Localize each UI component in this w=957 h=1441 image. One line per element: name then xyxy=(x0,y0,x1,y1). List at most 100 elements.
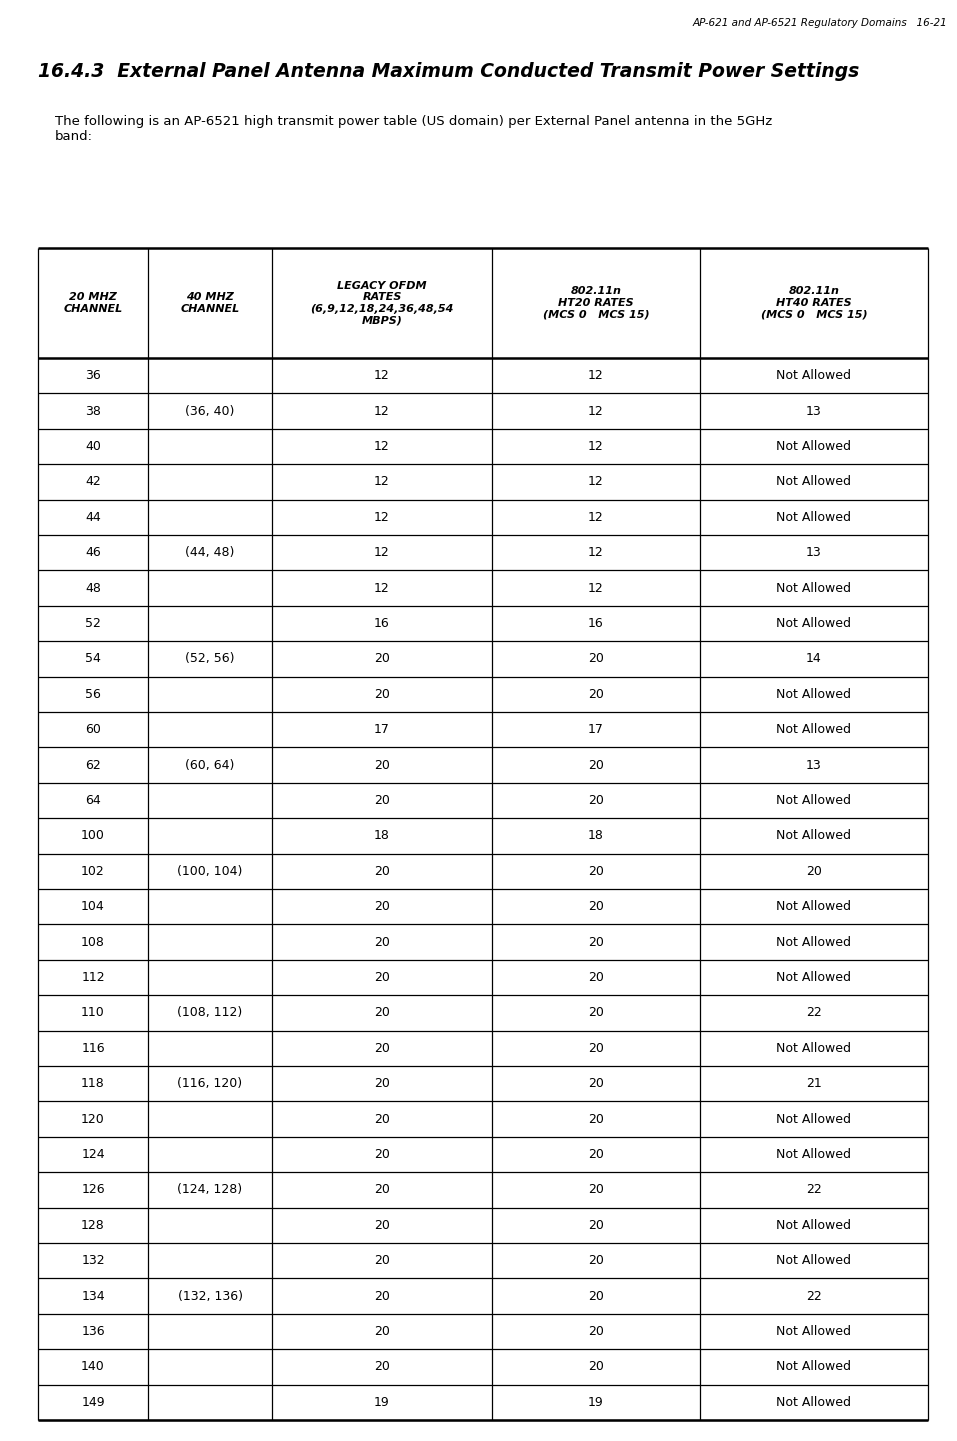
Text: Not Allowed: Not Allowed xyxy=(776,1326,852,1339)
Text: 12: 12 xyxy=(589,369,604,382)
Text: 116: 116 xyxy=(81,1042,105,1055)
Text: 126: 126 xyxy=(81,1183,105,1196)
Text: 52: 52 xyxy=(85,617,100,630)
Text: 20: 20 xyxy=(374,1326,389,1339)
Text: 102: 102 xyxy=(81,865,105,878)
Text: Not Allowed: Not Allowed xyxy=(776,1148,852,1161)
Text: 12: 12 xyxy=(589,582,604,595)
Text: 20: 20 xyxy=(374,901,389,914)
Text: 20: 20 xyxy=(374,1112,389,1125)
Text: 14: 14 xyxy=(806,653,822,666)
Text: 12: 12 xyxy=(374,546,389,559)
Text: 17: 17 xyxy=(374,723,389,736)
Text: 20: 20 xyxy=(374,1042,389,1055)
Text: 110: 110 xyxy=(81,1006,105,1019)
Text: (36, 40): (36, 40) xyxy=(186,405,234,418)
Text: 18: 18 xyxy=(374,830,389,843)
Text: 20: 20 xyxy=(374,1183,389,1196)
Text: 16: 16 xyxy=(374,617,389,630)
Text: (100, 104): (100, 104) xyxy=(177,865,243,878)
Text: 12: 12 xyxy=(589,476,604,488)
Text: 22: 22 xyxy=(806,1183,822,1196)
Text: 132: 132 xyxy=(81,1254,105,1267)
Text: 149: 149 xyxy=(81,1396,105,1409)
Text: Not Allowed: Not Allowed xyxy=(776,617,852,630)
Text: 128: 128 xyxy=(81,1219,105,1232)
Text: 802.11n
HT40 RATES
(MCS 0   MCS 15): 802.11n HT40 RATES (MCS 0 MCS 15) xyxy=(761,287,867,320)
Text: Not Allowed: Not Allowed xyxy=(776,1112,852,1125)
Text: 20 MHZ
CHANNEL: 20 MHZ CHANNEL xyxy=(63,293,122,314)
Text: 104: 104 xyxy=(81,901,105,914)
Text: Not Allowed: Not Allowed xyxy=(776,971,852,984)
Text: 12: 12 xyxy=(589,546,604,559)
Text: 124: 124 xyxy=(81,1148,105,1161)
Text: 20: 20 xyxy=(588,1326,604,1339)
Text: 20: 20 xyxy=(374,687,389,700)
Text: 20: 20 xyxy=(588,935,604,948)
Text: 12: 12 xyxy=(374,510,389,523)
Text: 20: 20 xyxy=(588,794,604,807)
Text: (44, 48): (44, 48) xyxy=(186,546,234,559)
Text: 44: 44 xyxy=(85,510,100,523)
Text: 19: 19 xyxy=(589,1396,604,1409)
Text: 22: 22 xyxy=(806,1006,822,1019)
Text: Not Allowed: Not Allowed xyxy=(776,935,852,948)
Text: 20: 20 xyxy=(588,687,604,700)
Text: (124, 128): (124, 128) xyxy=(177,1183,242,1196)
Text: 20: 20 xyxy=(588,653,604,666)
Text: 60: 60 xyxy=(85,723,100,736)
Text: 20: 20 xyxy=(588,1360,604,1373)
Text: 20: 20 xyxy=(588,1042,604,1055)
Text: 136: 136 xyxy=(81,1326,105,1339)
Text: Not Allowed: Not Allowed xyxy=(776,723,852,736)
Text: 12: 12 xyxy=(374,582,389,595)
Text: 12: 12 xyxy=(374,405,389,418)
Text: Not Allowed: Not Allowed xyxy=(776,794,852,807)
Text: 36: 36 xyxy=(85,369,100,382)
Text: 13: 13 xyxy=(806,758,822,771)
Text: 20: 20 xyxy=(374,794,389,807)
Text: 120: 120 xyxy=(81,1112,105,1125)
Text: 13: 13 xyxy=(806,546,822,559)
Text: 20: 20 xyxy=(588,1006,604,1019)
Text: 48: 48 xyxy=(85,582,100,595)
Text: Not Allowed: Not Allowed xyxy=(776,1254,852,1267)
Text: 20: 20 xyxy=(588,1148,604,1161)
Text: AP-621 and AP-6521 Regulatory Domains   16-21: AP-621 and AP-6521 Regulatory Domains 16… xyxy=(692,17,947,27)
Text: 20: 20 xyxy=(374,1360,389,1373)
Text: 20: 20 xyxy=(374,1006,389,1019)
Text: (132, 136): (132, 136) xyxy=(177,1290,242,1303)
Text: Not Allowed: Not Allowed xyxy=(776,1219,852,1232)
Text: 20: 20 xyxy=(588,1183,604,1196)
Text: 20: 20 xyxy=(588,1112,604,1125)
Text: 12: 12 xyxy=(374,440,389,452)
Text: 20: 20 xyxy=(588,971,604,984)
Text: Not Allowed: Not Allowed xyxy=(776,476,852,488)
Text: 20: 20 xyxy=(374,1078,389,1091)
Text: 20: 20 xyxy=(374,971,389,984)
Text: 46: 46 xyxy=(85,546,100,559)
Text: Not Allowed: Not Allowed xyxy=(776,1396,852,1409)
Text: 21: 21 xyxy=(806,1078,822,1091)
Text: 100: 100 xyxy=(81,830,105,843)
Text: 12: 12 xyxy=(589,510,604,523)
Text: 40: 40 xyxy=(85,440,100,452)
Text: 16.4.3  External Panel Antenna Maximum Conducted Transmit Power Settings: 16.4.3 External Panel Antenna Maximum Co… xyxy=(38,62,859,81)
Text: (108, 112): (108, 112) xyxy=(177,1006,243,1019)
Text: Not Allowed: Not Allowed xyxy=(776,687,852,700)
Text: (52, 56): (52, 56) xyxy=(186,653,234,666)
Text: 56: 56 xyxy=(85,687,100,700)
Text: 20: 20 xyxy=(374,935,389,948)
Text: 12: 12 xyxy=(374,369,389,382)
Text: Not Allowed: Not Allowed xyxy=(776,1360,852,1373)
Text: 19: 19 xyxy=(374,1396,389,1409)
Text: 802.11n
HT20 RATES
(MCS 0   MCS 15): 802.11n HT20 RATES (MCS 0 MCS 15) xyxy=(543,287,649,320)
Text: 20: 20 xyxy=(374,1219,389,1232)
Text: 20: 20 xyxy=(806,865,822,878)
Text: 20: 20 xyxy=(374,1254,389,1267)
Text: 20: 20 xyxy=(374,865,389,878)
Text: 118: 118 xyxy=(81,1078,105,1091)
Text: 20: 20 xyxy=(588,1078,604,1091)
Text: 20: 20 xyxy=(588,1254,604,1267)
Text: 13: 13 xyxy=(806,405,822,418)
